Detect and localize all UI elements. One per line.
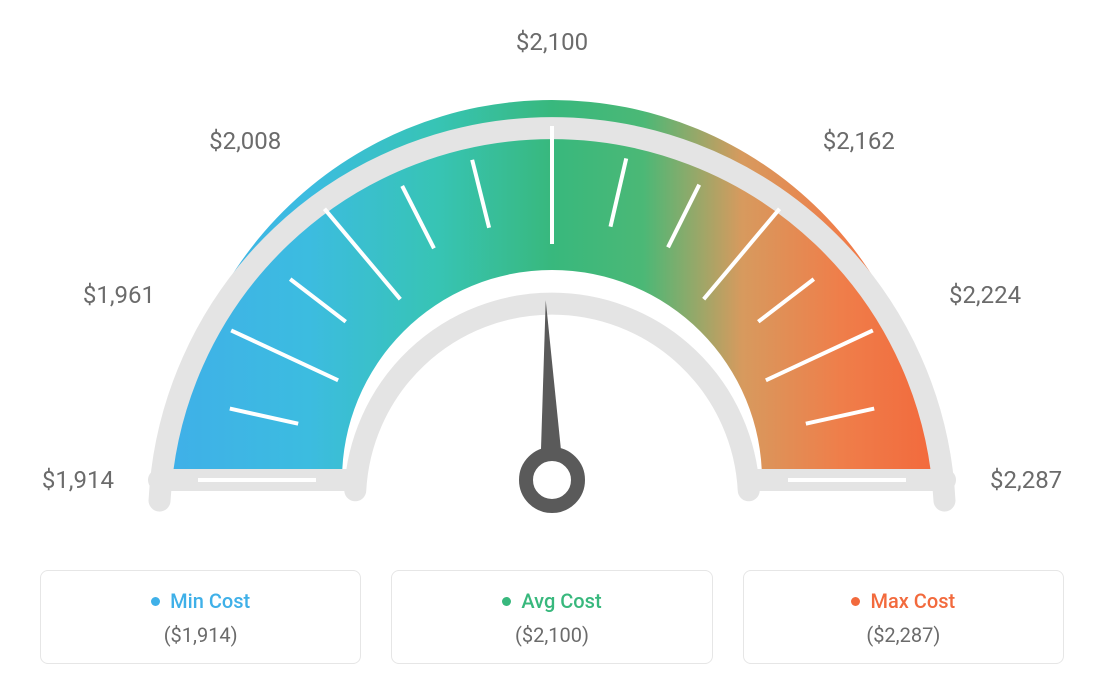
gauge-needle-hub	[526, 454, 578, 506]
legend-label-min: Min Cost	[170, 589, 250, 613]
legend-dot-max	[851, 597, 860, 606]
legend-title-max: Max Cost	[851, 589, 955, 613]
gauge-tick-label: $2,100	[516, 28, 588, 56]
gauge-tick-label: $1,914	[42, 466, 114, 494]
legend-card-max: Max Cost ($2,287)	[743, 570, 1064, 664]
gauge-tick-label: $2,008	[209, 128, 281, 156]
cost-gauge-chart: $1,914 $1,961 $2,008 $2,100 $2,162 $2,224 $2,2…	[20, 20, 1084, 550]
legend-row: Min Cost ($1,914) Avg Cost ($2,100) Max …	[40, 570, 1064, 664]
legend-dot-min	[151, 597, 160, 606]
legend-dot-avg	[502, 597, 511, 606]
legend-title-avg: Avg Cost	[502, 589, 601, 613]
gauge-tick-label: $1,961	[83, 281, 155, 309]
legend-value-min: ($1,914)	[61, 623, 340, 647]
legend-label-avg: Avg Cost	[521, 589, 601, 613]
gauge-svg	[20, 20, 1084, 550]
legend-value-max: ($2,287)	[764, 623, 1043, 647]
legend-label-max: Max Cost	[870, 589, 955, 613]
legend-card-min: Min Cost ($1,914)	[40, 570, 361, 664]
gauge-tick-label: $2,224	[949, 281, 1021, 309]
legend-card-avg: Avg Cost ($2,100)	[391, 570, 712, 664]
legend-value-avg: ($2,100)	[412, 623, 691, 647]
legend-title-min: Min Cost	[151, 589, 250, 613]
gauge-tick-label: $2,287	[990, 466, 1062, 494]
gauge-tick-label: $2,162	[823, 128, 895, 156]
